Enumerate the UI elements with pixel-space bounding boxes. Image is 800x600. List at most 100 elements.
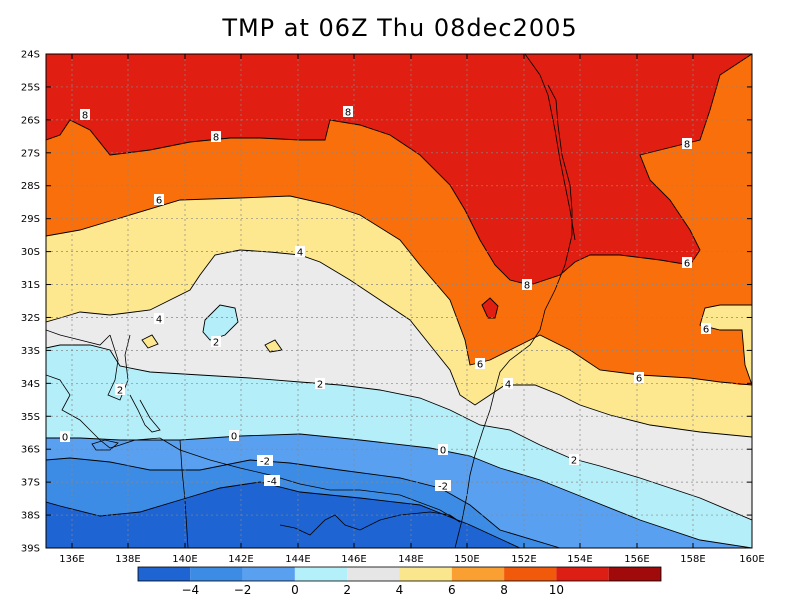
lon-label: 154E — [567, 554, 592, 565]
lat-label: 24S — [21, 50, 40, 61]
contour-label-text: 2 — [213, 338, 219, 349]
contour-label-bg — [211, 131, 221, 142]
contour-label: 8 — [211, 131, 221, 144]
lat-label: 25S — [21, 82, 40, 93]
lon-label: 156E — [624, 554, 649, 565]
lat-label: 27S — [21, 148, 40, 159]
lat-label: 38S — [21, 511, 40, 522]
contour-label-bg — [569, 454, 579, 465]
lon-label: 142E — [228, 554, 253, 565]
lon-label: 144E — [285, 554, 310, 565]
contour-label: 8 — [80, 109, 90, 122]
contour-label: 6 — [154, 194, 164, 207]
contour-label-text: 6 — [703, 325, 709, 336]
temperature-field — [46, 54, 752, 548]
contour-label: -4 — [264, 475, 280, 488]
contour-label-text: 0 — [62, 433, 68, 444]
contour-label-text: -2 — [260, 457, 270, 468]
colorbar-swatch — [608, 567, 661, 581]
contour-label-bg — [80, 109, 90, 120]
colorbar-label: −4 — [181, 583, 199, 597]
lat-label: 26S — [21, 115, 40, 126]
colorbar-swatch — [347, 567, 400, 581]
contour-label: 8 — [522, 279, 532, 292]
contour-label-bg — [154, 194, 164, 205]
contour-2 — [46, 344, 752, 521]
lat-label: 36S — [21, 445, 40, 456]
colorbar: −4 −2 0 2 4 6 8 10 — [137, 566, 662, 597]
contour-label-bg — [115, 384, 125, 395]
contour-warm-spot — [481, 297, 499, 319]
colorbar-label: 0 — [291, 583, 299, 597]
port-phillip — [279, 511, 461, 536]
contour-label: 8 — [343, 106, 353, 119]
gulf-st-vincent — [129, 394, 161, 433]
contour-cool-pocket — [202, 304, 239, 341]
contour-label-bg — [701, 323, 711, 334]
contour-label-bg — [315, 378, 325, 389]
contour-label-bg — [264, 475, 280, 486]
contour-label-bg — [343, 106, 353, 117]
contour-label: 8 — [682, 138, 692, 151]
contour-label-text: 4 — [297, 248, 303, 259]
plot-frame — [45, 53, 753, 549]
contour-label-text: 2 — [571, 456, 577, 467]
gridlines — [46, 54, 752, 548]
contour-label-bg — [211, 336, 221, 347]
lon-label: 136E — [59, 554, 84, 565]
lon-label: 150E — [454, 554, 479, 565]
contour-label: 6 — [634, 372, 644, 385]
colorbar-swatch — [138, 567, 191, 581]
spencer-gulf — [107, 334, 131, 401]
colorbar-swatch — [399, 567, 452, 581]
lat-label: 30S — [21, 247, 40, 258]
contour-label: 2 — [315, 378, 325, 391]
contour-patch-2 — [264, 339, 283, 353]
contour-label-bg — [475, 358, 485, 369]
lon-label: 152E — [511, 554, 536, 565]
contour-patch-1 — [141, 334, 159, 349]
contour-minus4 — [46, 481, 521, 548]
south-coastline — [46, 374, 136, 449]
contour-label-bg — [60, 431, 70, 442]
contour-label: 4 — [503, 378, 513, 391]
contour-label: -2 — [257, 455, 273, 468]
colorbar-swatch — [190, 567, 243, 581]
lat-label: 39S — [21, 544, 40, 555]
lat-label: 34S — [21, 379, 40, 390]
lat-label: 28S — [21, 181, 40, 192]
axis-ticks — [46, 53, 753, 549]
contour-label-text: 8 — [345, 108, 351, 119]
contour-label: 0 — [229, 430, 239, 443]
contour-label-text: 8 — [684, 140, 690, 151]
lat-label: 37S — [21, 478, 40, 489]
colorbar-label: 8 — [500, 583, 508, 597]
lon-label: 140E — [172, 554, 197, 565]
contour-label-bg — [257, 455, 273, 466]
contour-label-text: 8 — [213, 133, 219, 144]
contour-label-bg — [682, 257, 692, 268]
lon-label: 138E — [115, 554, 140, 565]
contour-label: 0 — [438, 444, 448, 457]
east-coastline — [454, 84, 573, 548]
contour-label-bg — [634, 372, 644, 383]
contour-label-bg — [154, 313, 164, 324]
colorbar-label: −2 — [234, 583, 252, 597]
colorbar-label: 2 — [343, 583, 351, 597]
contour-label-text: 8 — [82, 111, 88, 122]
chart-title: TMP at 06Z Thu 08dec2005 — [222, 14, 578, 42]
lon-label: 160E — [739, 554, 764, 565]
contour-label-text: -2 — [438, 482, 448, 493]
contour-4 — [46, 249, 752, 438]
colorbar-frame — [137, 566, 662, 582]
contour-label-bg — [435, 480, 451, 491]
colorbar-swatch — [504, 567, 557, 581]
colorbar-swatch — [451, 567, 505, 581]
contour-8 — [46, 54, 752, 286]
contour-label-text: 0 — [440, 446, 446, 457]
contour-label: 6 — [475, 358, 485, 371]
contour-label: -2 — [435, 480, 451, 493]
band-8-to-10 — [46, 54, 752, 285]
colorbar-label: 10 — [549, 583, 564, 597]
